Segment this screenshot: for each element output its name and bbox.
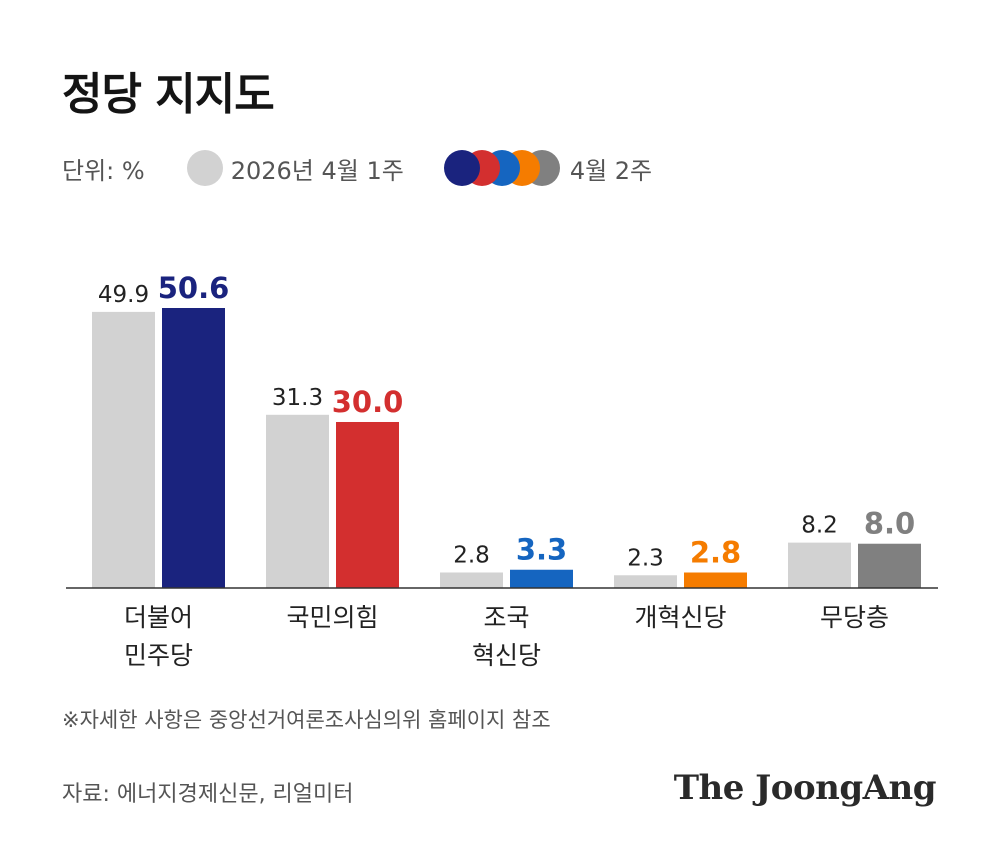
bar-previous xyxy=(266,414,329,588)
bar-current xyxy=(858,543,921,588)
legend-current-swatch xyxy=(443,150,480,186)
category-label: 국민의힘 xyxy=(286,603,378,632)
bar-previous xyxy=(788,542,851,588)
data-label-current: 2.8 xyxy=(690,536,741,570)
category-label: 무당층 xyxy=(820,603,889,632)
bar-previous xyxy=(614,575,677,588)
legend-previous-label: 2026년 4월 1주 xyxy=(230,156,404,185)
category-label: 더불어 xyxy=(124,603,193,632)
bar-current xyxy=(336,421,399,588)
data-label-previous: 2.3 xyxy=(627,545,664,571)
brand-logo: The JoongAng xyxy=(673,768,937,808)
data-label-current: 3.3 xyxy=(516,533,567,567)
category-label: 민주당 xyxy=(124,641,193,670)
data-label-previous: 2.8 xyxy=(453,543,490,569)
data-label-current: 30.0 xyxy=(332,385,404,419)
legend-previous-swatch xyxy=(186,150,223,186)
data-label-current: 50.6 xyxy=(158,271,230,305)
category-label: 조국 xyxy=(483,603,529,632)
bar-current xyxy=(510,569,573,588)
data-label-previous: 8.2 xyxy=(801,513,838,539)
legend-current-label: 4월 2주 xyxy=(569,156,653,185)
bar-current xyxy=(684,572,747,588)
data-label-previous: 31.3 xyxy=(272,385,323,411)
category-label: 개혁신당 xyxy=(634,603,726,632)
chart-title: 정당 지지도 xyxy=(62,69,275,120)
bar-current xyxy=(162,308,225,588)
data-label-previous: 49.9 xyxy=(98,282,149,308)
category-label: 혁신당 xyxy=(472,641,541,670)
legend: 단위: % 2026년 4월 1주 4월 2주 xyxy=(62,148,652,188)
bar-previous xyxy=(440,572,503,588)
data-label-current: 8.0 xyxy=(864,507,915,541)
bar-previous xyxy=(92,311,155,588)
source-label: 자료: 에너지경제신문, 리얼미터 xyxy=(62,782,354,807)
unit-label: 단위: % xyxy=(62,156,145,185)
legend-current-swatches xyxy=(443,150,560,186)
footnote: ※자세한 사항은 중앙선거여론조사심의위 홈페이지 참조 xyxy=(62,708,551,732)
